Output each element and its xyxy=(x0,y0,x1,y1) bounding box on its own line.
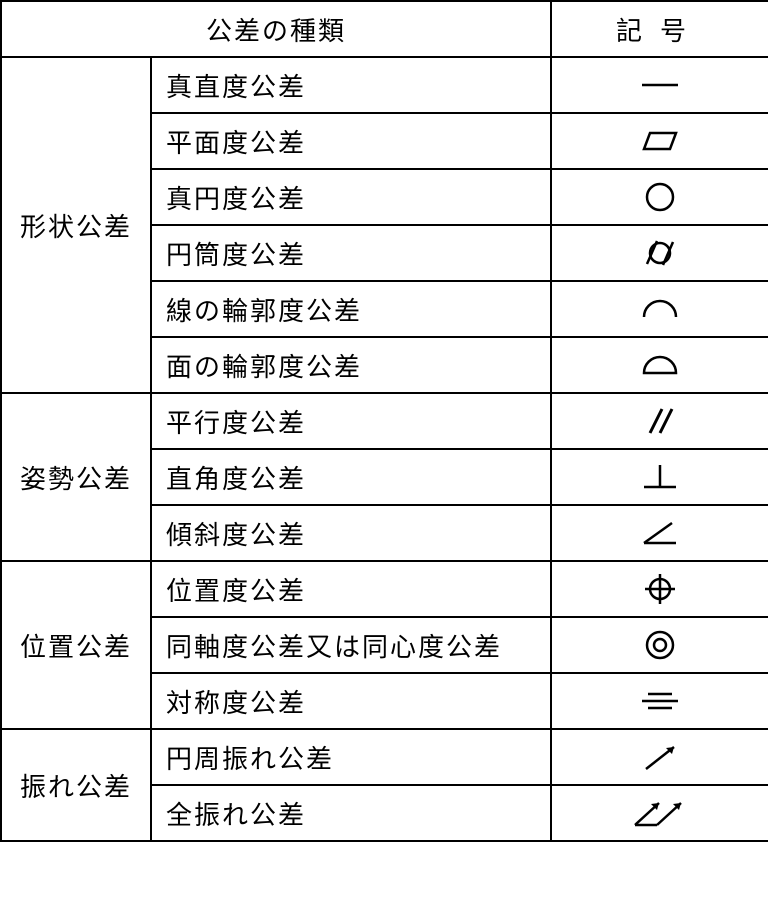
tolerance-name: 平面度公差 xyxy=(151,113,551,169)
tolerance-name: 直角度公差 xyxy=(151,449,551,505)
tolerance-name: 平行度公差 xyxy=(151,393,551,449)
header-type: 公差の種類 xyxy=(1,1,551,57)
tolerance-name: 面の輪郭度公差 xyxy=(151,337,551,393)
tolerance-table: 公差の種類 記号 形状公差 真直度公差 平面度公差 真円度公差 円筒度公差 xyxy=(0,0,768,842)
perpendicularity-icon xyxy=(551,449,768,505)
tolerance-name: 同軸度公差又は同心度公差 xyxy=(151,617,551,673)
tolerance-name: 傾斜度公差 xyxy=(151,505,551,561)
tolerance-name: 対称度公差 xyxy=(151,673,551,729)
total-runout-icon xyxy=(551,785,768,841)
table-row: 位置公差 位置度公差 xyxy=(1,561,768,617)
tolerance-name: 真直度公差 xyxy=(151,57,551,113)
header-row: 公差の種類 記号 xyxy=(1,1,768,57)
tolerance-name: 全振れ公差 xyxy=(151,785,551,841)
roundness-icon xyxy=(551,169,768,225)
tolerance-name: 円周振れ公差 xyxy=(151,729,551,785)
header-symbol: 記号 xyxy=(551,1,768,57)
concentricity-icon xyxy=(551,617,768,673)
category-runout: 振れ公差 xyxy=(1,729,151,841)
tolerance-name: 真円度公差 xyxy=(151,169,551,225)
parallelism-icon xyxy=(551,393,768,449)
tolerance-name: 円筒度公差 xyxy=(151,225,551,281)
flatness-icon xyxy=(551,113,768,169)
straightness-icon xyxy=(551,57,768,113)
surface-profile-icon xyxy=(551,337,768,393)
category-shape: 形状公差 xyxy=(1,57,151,393)
tolerance-name: 位置度公差 xyxy=(151,561,551,617)
table-row: 形状公差 真直度公差 xyxy=(1,57,768,113)
category-orientation: 姿勢公差 xyxy=(1,393,151,561)
table-row: 姿勢公差 平行度公差 xyxy=(1,393,768,449)
category-location: 位置公差 xyxy=(1,561,151,729)
tolerance-name: 線の輪郭度公差 xyxy=(151,281,551,337)
angularity-icon xyxy=(551,505,768,561)
line-profile-icon xyxy=(551,281,768,337)
circular-runout-icon xyxy=(551,729,768,785)
table-row: 振れ公差 円周振れ公差 xyxy=(1,729,768,785)
position-icon xyxy=(551,561,768,617)
cylindricity-icon xyxy=(551,225,768,281)
symmetry-icon xyxy=(551,673,768,729)
